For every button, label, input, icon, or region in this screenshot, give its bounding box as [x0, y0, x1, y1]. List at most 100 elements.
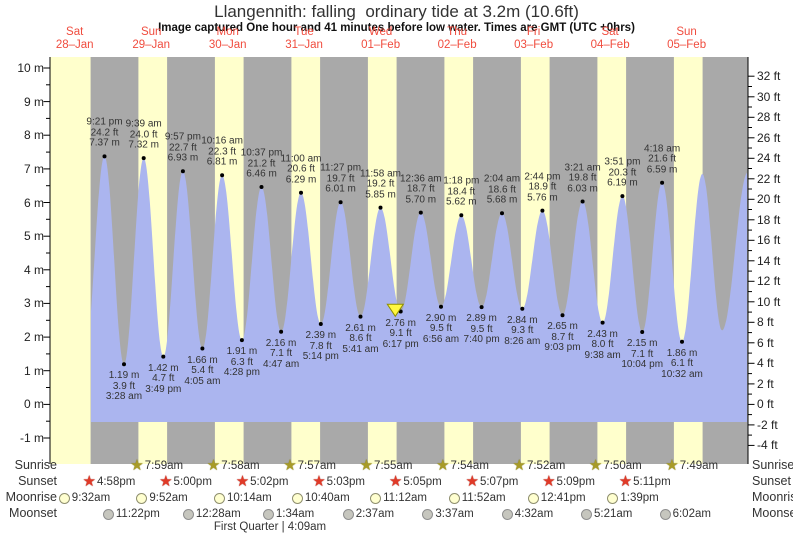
- sunrise-star-icon: ★: [130, 457, 144, 474]
- astro-event-time: 6:02am: [672, 508, 711, 520]
- low-tide-label: 1.91 m 6.3 ft 4:28 pm: [223, 346, 260, 379]
- sunset-star-icon: ★: [388, 473, 403, 490]
- moonrise-circle-icon: [448, 492, 460, 504]
- astro-event-time: 5:21am: [594, 508, 633, 520]
- moonrise-circle-icon: [607, 492, 619, 504]
- low-tide-label: 2.84 m 9.3 ft 8:26 am: [504, 314, 541, 347]
- tide-extreme-dot: [660, 180, 665, 185]
- y-axis-right-label: 10 ft: [757, 294, 781, 309]
- y-axis-right-label: 14 ft: [757, 253, 781, 268]
- high-tide-label: 9:57 pm 22.7 ft 6.93 m: [164, 131, 201, 164]
- tide-extreme-dot: [161, 354, 166, 359]
- low-tide-label: 1.66 m 5.4 ft 4:05 am: [184, 354, 221, 387]
- astro-event: ★ 7:52am: [513, 458, 566, 473]
- y-axis-left-label: 10 m: [17, 61, 44, 75]
- day-label: Mon 30–Jan: [209, 26, 247, 52]
- astro-event: 12:28am: [182, 507, 241, 521]
- astro-event-time: 7:50am: [603, 460, 642, 472]
- astro-event: 1:39pm: [607, 491, 659, 505]
- day-date: 01–Feb: [361, 39, 401, 51]
- moonset-circle-icon: [659, 508, 671, 520]
- tide-curve: [91, 156, 747, 422]
- astro-event-time: 7:55am: [374, 460, 413, 472]
- low-tide-label: 1.42 m 4.7 ft 3:49 pm: [145, 362, 182, 395]
- sunrise-star-icon: ★: [283, 457, 297, 474]
- tide-extreme-dot: [220, 173, 225, 178]
- astro-row-label-right: Moonrise: [752, 490, 793, 504]
- tide-extreme-dot: [299, 190, 303, 195]
- astro-event-time: 5:07pm: [479, 476, 519, 488]
- tide-extreme-dot: [540, 208, 545, 213]
- astro-event-time: 5:03pm: [326, 476, 365, 488]
- astro-event-time: 9:52am: [149, 492, 188, 504]
- y-axis-right-label: 4 ft: [757, 356, 774, 371]
- day-label: Wed 01–Feb: [361, 26, 400, 52]
- day-name: Thu: [447, 26, 468, 38]
- y-axis-right-label: 28 ft: [757, 110, 781, 125]
- tide-extreme-dot: [580, 199, 585, 204]
- y-axis-right-label: 6 ft: [757, 335, 774, 350]
- moon-phase-label: First Quarter | 4:09am: [213, 521, 327, 533]
- tide-extreme-dot: [259, 185, 264, 189]
- astro-event-time: 9:32am: [71, 492, 111, 504]
- sunset-star-icon: ★: [235, 473, 250, 490]
- astro-event-time: 10:40am: [304, 492, 350, 504]
- day-name: Sat: [601, 26, 619, 38]
- moonset-circle-icon: [262, 508, 274, 520]
- day-date: 02–Feb: [437, 39, 477, 51]
- y-axis-right-label: 24 ft: [757, 151, 781, 166]
- moonrise-circle-icon: [527, 492, 539, 504]
- y-axis-left-label: 4 m: [23, 262, 44, 277]
- day-label: Thu 02–Feb: [438, 26, 477, 52]
- astro-event-time: 5:02pm: [250, 476, 289, 488]
- astro-event: 10:14am: [214, 491, 272, 505]
- sunrise-star-icon: ★: [206, 457, 221, 474]
- high-tide-label: 11:58 am 19.2 ft 5.85 m: [360, 168, 401, 201]
- tide-extreme-dot: [439, 304, 443, 309]
- y-axis-right-label: 18 ft: [757, 212, 781, 227]
- astro-event-time: 5:11pm: [633, 476, 671, 488]
- astro-event-time: 7:57am: [297, 460, 336, 472]
- astro-event: ★ 7:58am: [206, 457, 260, 474]
- astro-event-time: 5:00pm: [173, 476, 212, 488]
- low-tide-label: 2.39 m 7.8 ft 5:14 pm: [302, 330, 339, 362]
- high-tide-label: 3:51 pm 20.3 ft 6.19 m: [604, 156, 641, 189]
- tide-extreme-dot: [318, 322, 323, 326]
- moonrise-circle-icon: [291, 492, 303, 504]
- astro-event-time: 2:37am: [355, 508, 395, 520]
- sunset-star-icon: ★: [465, 473, 479, 490]
- astro-event-time: 7:49am: [679, 460, 719, 472]
- tide-extreme-dot: [520, 306, 525, 311]
- day-date: 28–Jan: [55, 39, 94, 51]
- y-axis-left-label: 8 m: [23, 128, 44, 143]
- tide-extreme-dot: [338, 200, 343, 205]
- astro-event: ★ 5:00pm: [159, 474, 212, 489]
- y-axis-right-label: -2 ft: [757, 417, 778, 432]
- day-label: Sat 04–Feb: [591, 26, 630, 52]
- moonrise-circle-icon: [136, 492, 148, 504]
- astro-row-label-right: Sunset: [752, 474, 791, 488]
- y-axis-left-label: 5 m: [23, 229, 44, 244]
- astro-event: ★ 7:50am: [589, 458, 642, 473]
- y-axis-right-label: 22 ft: [757, 171, 781, 186]
- astro-row-label-left: Sunrise: [14, 458, 57, 472]
- moonset-circle-icon: [501, 508, 513, 520]
- day-label: Fri 03–Feb: [514, 26, 553, 52]
- day-label: Sun 29–Jan: [132, 26, 170, 52]
- low-tide-label: 2.61 m 8.6 ft 5:41 am: [342, 322, 379, 355]
- astro-event: 9:52am: [136, 491, 188, 505]
- day-label: Sun 05–Feb: [667, 26, 706, 52]
- y-axis-left-label: 0 m: [23, 397, 44, 412]
- sunrise-star-icon: ★: [665, 457, 679, 474]
- y-axis-right-label: 8 ft: [757, 315, 774, 330]
- day-date: 05–Feb: [667, 39, 707, 51]
- sunset-star-icon: ★: [618, 473, 633, 490]
- low-tide-label: 1.19 m 3.9 ft 3:28 am: [105, 370, 143, 403]
- y-axis-left-label: 3 m: [23, 296, 44, 311]
- high-tide-label: 10:37 pm 21.2 ft 6.46 m: [240, 147, 283, 180]
- y-axis-right-label: 2 ft: [757, 376, 774, 391]
- day-name: Wed: [368, 26, 393, 38]
- tide-extreme-dot: [600, 320, 605, 325]
- y-axis-right-label: 20 ft: [757, 192, 781, 207]
